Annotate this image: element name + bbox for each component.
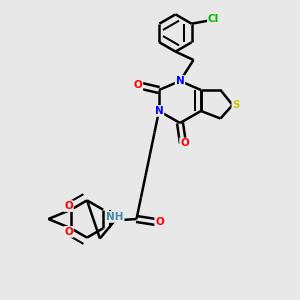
Text: O: O [64, 201, 73, 211]
Text: S: S [232, 100, 240, 110]
Text: O: O [64, 227, 73, 237]
Text: N: N [176, 76, 184, 86]
Text: N: N [154, 106, 164, 116]
Text: O: O [155, 217, 164, 227]
Text: NH: NH [106, 212, 124, 222]
Text: O: O [180, 138, 189, 148]
Text: O: O [134, 80, 142, 91]
Text: Cl: Cl [208, 14, 219, 24]
